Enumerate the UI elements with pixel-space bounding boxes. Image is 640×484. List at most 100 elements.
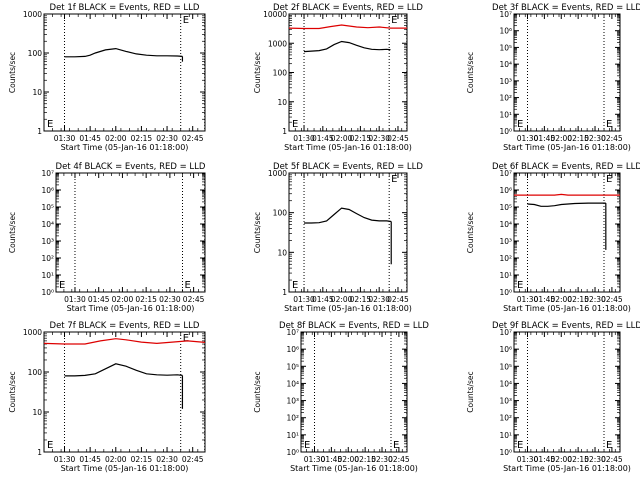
y-tick-label: 10⁶ [41,186,54,195]
plot-frame [43,13,206,132]
x-tick-label: 02:45 [601,295,623,304]
x-axis-label: Start Time (05-Jan-16 01:18:00) [290,464,418,473]
marker-label: E [517,440,523,451]
y-tick-label: 10⁷ [499,169,512,178]
x-tick-label: 02:00 [550,455,572,464]
marker-label: E [391,15,397,26]
x-tick-label: 02:15 [567,455,589,464]
y-tick-label: 10⁷ [286,328,299,337]
x-tick-label: 02:45 [388,455,410,464]
y-tick-label: 10 [277,248,287,257]
x-tick-label: 01:45 [79,134,101,143]
series-line-2 [64,363,183,377]
x-tick-label: 02:45 [601,455,623,464]
y-tick-label: 10⁴ [499,379,512,388]
panel-title: Det 5f BLACK = Events, RED = LLD [273,162,423,172]
y-axis-label: Counts/sec [253,371,262,412]
y-tick-label: 10⁵ [499,43,512,52]
x-tick-label: 02:30 [156,134,178,143]
y-tick-label: 1000 [268,169,287,178]
x-tick-label: 02:15 [131,455,153,464]
y-tick-label: 10³ [499,397,512,406]
y-tick-label: 10² [499,254,512,263]
detector-panel-9: Det 9f BLACK = Events, RED = LLD 10⁰ 10¹ 10… [466,321,640,473]
x-tick-label: 02:00 [331,134,353,143]
y-tick-label: 10⁴ [286,379,299,388]
plot-frame [513,13,621,132]
x-tick-label: 02:15 [350,295,372,304]
marker-label: E [59,280,65,291]
series-line-1 [514,193,620,196]
x-tick-label: 01:30 [54,134,76,143]
plot-frame [288,172,408,293]
x-axis-label: Start Time (05-Jan-16 01:18:00) [284,143,412,152]
y-tick-label: 10³ [286,397,299,406]
x-tick-label: 02:00 [331,295,353,304]
y-tick-label: 1000 [268,39,287,48]
detector-panel-6: Det 6f BLACK = Events, RED = LLD 10⁰ 10¹ 10… [466,162,640,313]
marker-label: E [185,280,191,291]
marker-label: E [606,119,612,130]
marker-label: E [183,333,189,344]
y-tick-label: 10 [32,408,42,417]
y-tick-label: 10² [499,94,512,103]
detector-panel-7: Det 7f BLACK = Events, RED = LLD 1 10 100 10… [8,321,206,473]
detector-panel-1: Det 1f BLACK = Events, RED = LLD 1 10 100 10… [8,3,206,152]
x-axis-label: Start Time (05-Jan-16 01:18:00) [503,143,631,152]
x-tick-label: 02:45 [387,134,409,143]
x-tick-label: 01:45 [321,455,343,464]
y-tick-label: 10⁴ [41,220,54,229]
y-tick-label: 10⁷ [499,328,512,337]
x-tick-label: 01:45 [534,455,556,464]
x-tick-label: 01:45 [312,295,334,304]
y-axis-label: Counts/sec [8,52,17,93]
series-line-1 [304,207,392,224]
x-tick-label: 01:30 [54,455,76,464]
x-tick-label: 02:15 [350,134,372,143]
x-tick-label: 01:45 [534,295,556,304]
y-tick-label: 10 [277,98,287,107]
detector-panel-5: Det 5f BLACK = Events, RED = LLD 1 10 100 10… [253,162,423,313]
x-tick-label: 01:45 [88,295,110,304]
y-tick-label: 10¹ [286,431,299,440]
x-tick-label: 02:15 [567,295,589,304]
x-tick-label: 01:45 [534,134,556,143]
y-tick-label: 10¹ [499,110,512,119]
marker-label: E [517,280,523,291]
y-tick-label: 10² [286,414,299,423]
x-axis-label: Start Time (05-Jan-16 01:18:00) [67,304,195,313]
y-axis-label: Counts/sec [8,371,17,412]
x-axis-label: Start Time (05-Jan-16 01:18:00) [61,143,189,152]
x-axis-label: Start Time (05-Jan-16 01:18:00) [284,304,412,313]
x-tick-label: 02:30 [371,455,393,464]
series-line-2 [527,202,606,207]
y-tick-label: 1000 [23,10,42,19]
y-tick-label: 10³ [41,237,54,246]
x-tick-label: 02:30 [584,455,606,464]
y-tick-label: 10² [499,414,512,423]
y-tick-label: 10⁵ [499,362,512,371]
panel-title: Det 3f BLACK = Events, RED = LLD [492,3,640,13]
marker-label: E [304,440,310,451]
marker-label: E [183,15,189,26]
marker-label: E [47,119,53,130]
panel-title: Det 2f BLACK = Events, RED = LLD [273,3,423,13]
y-tick-label: 10⁶ [499,186,512,195]
x-tick-label: 02:45 [182,455,204,464]
x-tick-label: 02:45 [183,295,205,304]
x-tick-label: 02:15 [135,295,157,304]
detector-panel-8: Det 8f BLACK = Events, RED = LLD 10⁰ 10¹ 10… [253,321,429,473]
y-tick-label: 1000 [23,328,42,337]
marker-label: E [606,440,612,451]
x-tick-label: 02:00 [550,295,572,304]
detector-panel-2: Det 2f BLACK = Events, RED = LLD 1 10 100 10… [253,3,423,152]
y-tick-label: 10⁷ [41,169,54,178]
series-line-1 [43,338,206,345]
y-axis-label: Counts/sec [466,212,475,253]
panel-title: Det 6f BLACK = Events, RED = LLD [492,162,640,172]
x-tick-label: 02:45 [182,134,204,143]
panel-title: Det 7f BLACK = Events, RED = LLD [50,321,200,331]
x-tick-label: 02:30 [159,295,181,304]
marker-label: E [517,119,523,130]
y-axis-label: Counts/sec [466,52,475,93]
